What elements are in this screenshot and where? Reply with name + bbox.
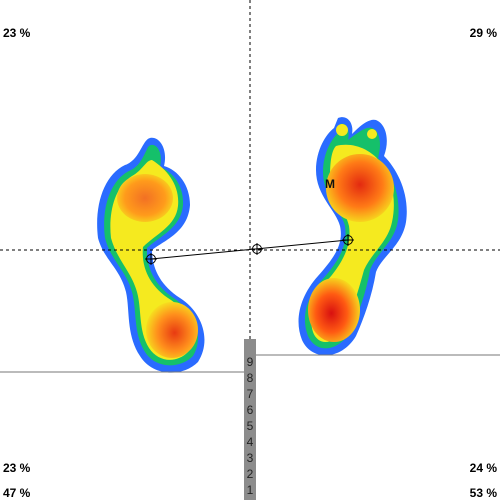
bottom-left-percentage: 23 % bbox=[3, 461, 31, 475]
right-total-percentage: 53 % bbox=[469, 486, 497, 500]
scale-tick: 7 bbox=[246, 387, 254, 401]
scale-tick: 3 bbox=[246, 451, 254, 465]
marker-m-label: M bbox=[325, 177, 335, 191]
right-toe-small bbox=[367, 129, 377, 139]
scale-tick: 4 bbox=[246, 435, 254, 449]
right-cop-marker[interactable] bbox=[342, 234, 354, 246]
pressure-scale-bar: 9 8 7 6 5 4 3 2 1 bbox=[244, 339, 256, 500]
right-forefoot-hotspot bbox=[326, 154, 394, 222]
bottom-right-percentage: 24 % bbox=[469, 461, 497, 475]
center-cop-marker[interactable] bbox=[251, 243, 263, 255]
scale-tick: 5 bbox=[246, 419, 254, 433]
right-toe-big bbox=[336, 124, 348, 136]
left-total-percentage: 47 % bbox=[3, 486, 31, 500]
center-of-pressure-line bbox=[150, 239, 349, 260]
top-left-percentage: 23 % bbox=[3, 26, 31, 40]
scale-tick: 1 bbox=[246, 483, 254, 497]
left-forefoot-hotspot bbox=[117, 174, 173, 222]
scale-tick: 9 bbox=[246, 355, 254, 369]
scale-tick: 2 bbox=[246, 467, 254, 481]
left-foot-pressure bbox=[97, 137, 205, 373]
left-toe bbox=[147, 145, 157, 155]
scale-tick: 8 bbox=[246, 371, 254, 385]
left-cop-marker[interactable] bbox=[145, 253, 157, 265]
right-heel-hotspot bbox=[308, 278, 360, 342]
left-heel-hotspot bbox=[146, 302, 198, 358]
right-foot-pressure bbox=[298, 117, 407, 356]
top-right-percentage: 29 % bbox=[469, 26, 497, 40]
scale-tick: 6 bbox=[246, 403, 254, 417]
